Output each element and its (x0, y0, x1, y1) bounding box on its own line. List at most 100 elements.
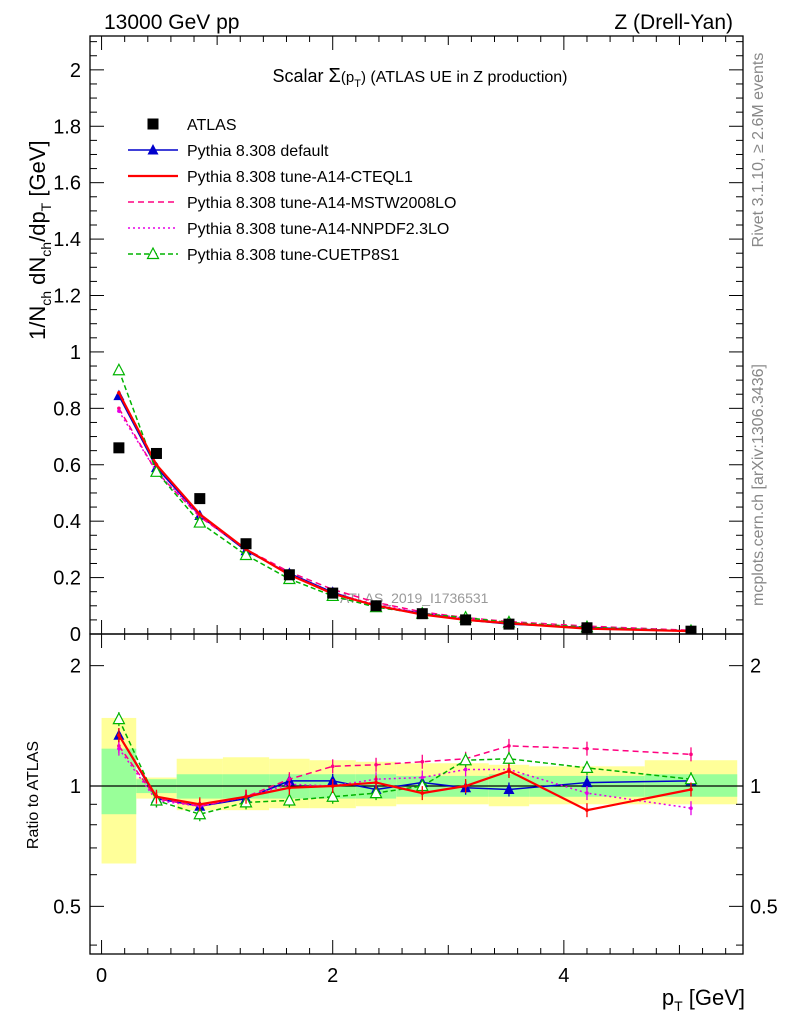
x-tick-label: 4 (558, 965, 569, 987)
y-tick-label: 0 (70, 624, 81, 646)
plot-title: Scalar Σ(pT) (ATLAS UE in Z production) (272, 65, 567, 90)
ratio-tick-label: 2 (70, 656, 81, 678)
legend-label-cuetp8s1: Pythia 8.308 tune-CUETP8S1 (187, 247, 400, 264)
x-tick-label: 0 (96, 965, 107, 987)
point-data (327, 587, 339, 599)
ratio-point-mstw (689, 752, 693, 757)
ratio-point-mstw (330, 764, 335, 769)
point-data (240, 538, 252, 550)
ratio-point-nnpdf (117, 746, 121, 751)
point-data (503, 618, 515, 630)
axis-ticks: 0 2 4 0 0.2 0.4 0.6 0.8 1 1.2 1.4 1.6 1.8 2 0.5 0.5 1 1 2 2 (53, 36, 778, 987)
header-right-label: Z (Drell-Yan) (614, 11, 733, 34)
ratio-point-cuetp8s1 (112, 711, 126, 725)
ratio-point-cuetp8s1 (193, 806, 207, 820)
point-data (581, 622, 593, 634)
y-tick-label: 1.8 (53, 116, 81, 138)
legend-label-default: Pythia 8.308 default (187, 143, 329, 160)
ratio-point-cuetp8s1 (580, 760, 594, 773)
ratio-point-nnpdf (585, 791, 589, 795)
series-line-mstw (118, 407, 692, 632)
ratio-point-nnpdf (463, 767, 468, 772)
y-tick-label: 0.4 (53, 511, 81, 533)
ratio-point-nnpdf (420, 775, 425, 780)
ratio-point-cteql1 (244, 794, 248, 799)
x-tick-label: 2 (327, 965, 338, 987)
point-cuetp8s1 (149, 464, 163, 477)
point-cuetp8s1 (112, 362, 126, 376)
y-tick-label: 0.6 (53, 455, 81, 477)
point-cuetp8s1 (239, 547, 253, 561)
point-data (416, 608, 428, 620)
point-data (194, 493, 206, 505)
ratio-point-cuetp8s1 (326, 789, 340, 802)
legend-marker-data (147, 118, 159, 130)
ratio-tick-label: 1 (70, 776, 81, 798)
y-tick-label: 0.2 (53, 568, 81, 590)
ratio-axis-label: Ratio to ATLAS (25, 741, 42, 849)
ratio-point-cteql1 (374, 780, 378, 785)
legend-label-mstw: Pythia 8.308 tune-A14-MSTW2008LO (187, 195, 456, 212)
legend-marker-default (147, 144, 159, 155)
ratio-point-mstw (585, 746, 589, 751)
mcplots-label: mcplots.cern.ch [arXiv:1306.3436] (750, 364, 767, 606)
ratio-point-cteql1 (463, 784, 468, 788)
legend-label-nnpdf: Pythia 8.308 tune-A14-NNPDF2.3LO (187, 221, 449, 238)
legend-label-cteql1: Pythia 8.308 tune-A14-CTEQL1 (187, 169, 413, 186)
ratio-point-cteql1 (507, 769, 511, 773)
point-data (370, 600, 382, 612)
ratio-point-mstw (507, 744, 511, 748)
ratio-tick-label-right: 2 (750, 656, 761, 678)
ratio-point-cteql1 (117, 733, 121, 737)
point-data (113, 442, 125, 454)
ratio-tick-label: 0.5 (53, 896, 81, 918)
ratio-line-nnpdf (118, 748, 692, 809)
ratio-point-mstw (420, 759, 425, 764)
point-cuetp8s1 (193, 515, 207, 528)
ratio-point-cteql1 (330, 784, 335, 788)
ratio-point-nnpdf (689, 806, 693, 810)
ratio-point-cuetp8s1 (502, 751, 516, 764)
point-nnpdf (117, 409, 121, 413)
ratio-line-cuetp8s1 (118, 718, 692, 816)
y-tick-label: 1.4 (53, 229, 81, 251)
ratio-point-cteql1 (197, 802, 202, 807)
legend: ATLAS Pythia 8.308 default Pythia 8.308 tu… (128, 117, 456, 264)
legend-marker-cuetp8s1 (146, 246, 160, 260)
point-cteql1 (154, 462, 159, 467)
ratio-point-cteql1 (420, 791, 425, 795)
ratio-tick-label-right: 1 (750, 776, 761, 798)
ratio-tick-label-right: 0.5 (750, 896, 778, 918)
y-tick-label: 1.2 (53, 286, 81, 308)
ratio-plot-frame (89, 633, 744, 955)
series-line-cteql1 (117, 392, 692, 633)
point-cteql1 (117, 391, 121, 395)
ratio-point-cuetp8s1 (282, 793, 296, 806)
point-data (283, 569, 295, 581)
analysis-watermark: ATLAS_2019_I1736531 (340, 590, 489, 606)
ratio-point-default (581, 776, 593, 788)
y-tick-label: 1 (70, 342, 81, 364)
ratio-point-cuetp8s1 (459, 752, 473, 766)
ratio-series (112, 711, 698, 822)
y-tick-label: 0.8 (53, 398, 81, 420)
ratio-point-cteql1 (287, 785, 292, 790)
ratio-point-default (503, 783, 515, 795)
y-tick-label: 2 (70, 60, 81, 82)
rivet-version-label: Rivet 3.1.10, ≥ 2.6M events (750, 53, 767, 248)
header-left-label: 13000 GeV pp (104, 11, 239, 34)
ratio-point-cteql1 (689, 787, 693, 792)
point-data (460, 614, 472, 626)
point-cteql1 (197, 512, 202, 516)
point-data (685, 625, 697, 634)
ratio-line-cteql1 (117, 734, 692, 812)
y-axis-label: 1/Nch dNch/dpT [GeV] (25, 140, 54, 340)
ratio-point-cteql1 (585, 808, 589, 812)
x-axis-label: pT [GeV] (662, 985, 745, 1014)
point-data (150, 447, 162, 459)
y-tick-label: 1.6 (53, 173, 81, 195)
ratio-point-cuetp8s1 (369, 785, 383, 799)
ratio-point-cteql1 (154, 794, 159, 799)
ratio-point-mstw (374, 762, 378, 767)
